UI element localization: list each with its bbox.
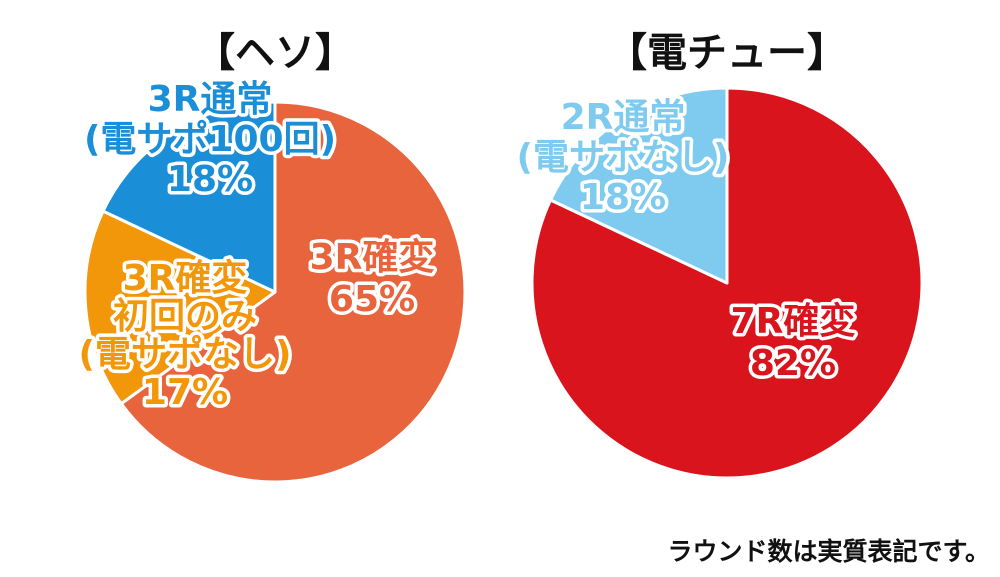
heso-slice-0 [119, 100, 467, 484]
heso-slice-label-0: 3R確変 65% [310, 236, 435, 320]
heso-slice-label-1-line-0: 3R確変 [123, 257, 248, 299]
heso-slice-label-2-line-1: (電サポ100回) [84, 118, 336, 160]
heso-slice-label-0-line-1: 65% [329, 279, 415, 320]
denchu-slice-label-0-line-0: 7R確変 [731, 300, 856, 342]
heso-slice-1 [83, 209, 277, 406]
denchu-pie-chart: 【電チュー】 7R確変 82%2R通常(電サポなし) 18% [513, 30, 924, 480]
denchu-slice-label-0: 7R確変 82% [731, 300, 856, 384]
heso-slice-label-1-line-1: 初回のみ [113, 296, 257, 337]
denchu-slice-label-1-line-0: 2R通常 [561, 97, 686, 138]
heso-slice-label-2-line-2: 18% [167, 159, 253, 200]
heso-slice-label-0-line-0: 3R確変 [310, 236, 435, 278]
heso-slice-label-1: 3R確変初回のみ(電サポなし) 17% [79, 257, 292, 413]
heso-slice-label-2-line-0: 3R通常 [148, 79, 273, 120]
heso-slice-label-2: 3R通常(電サポ100回) 18% [84, 79, 336, 200]
heso-slice-label-1-line-2: (電サポなし) [79, 333, 292, 375]
footnote: ラウンド数は実質表記です。 [667, 537, 990, 566]
denchu-slices [530, 86, 924, 480]
heso-slice-2 [101, 100, 277, 294]
denchu-slice-labels: 7R確変 82%2R通常(電サポなし) 18% [513, 94, 859, 388]
denchu-slice-label-1: 2R通常(電サポなし) 18% [517, 97, 730, 218]
denchu-slice-label-1-line-1: (電サポなし) [517, 136, 730, 178]
denchu-slice-label-1-line-2: 18% [580, 177, 666, 218]
denchu-chart-title: 【電チュー】 [607, 30, 847, 76]
heso-chart-title: 【ヘソ】 [195, 30, 355, 76]
heso-slice-labels: 3R確変 65%3R確変初回のみ(電サポなし) 17%3R通常(電サポ100回) 18… [75, 76, 438, 417]
denchu-slice-1 [549, 86, 729, 285]
denchu-slice-label-0-line-1: 82% [750, 343, 836, 384]
heso-slice-label-1-line-3: 17% [142, 372, 228, 413]
heso-slices [83, 100, 467, 484]
heso-pie-chart: 【ヘソ】 3R確変 65%3R確変初回のみ(電サポなし) 17%3R通常(電サポ10… [75, 30, 467, 484]
